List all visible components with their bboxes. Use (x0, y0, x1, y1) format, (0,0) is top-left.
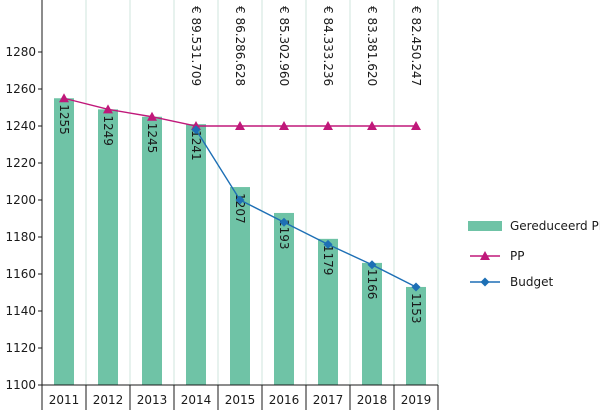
bar-value-label: 1179 (321, 245, 335, 276)
y-tick-label: 1260 (5, 82, 36, 96)
bar-2013 (142, 116, 162, 385)
x-tick-label: 2012 (93, 393, 124, 407)
y-tick-label: 1240 (5, 119, 36, 133)
budget-amount-label: € 82.450.247 (409, 6, 423, 86)
marker-pp-2013 (147, 111, 157, 121)
bar-value-label: 1193 (277, 219, 291, 250)
bar-2016 (274, 212, 294, 385)
legend-marker-pp (480, 251, 490, 260)
marker-pp-2011 (59, 93, 69, 103)
lines-layer (59, 93, 421, 292)
axis-layer: 1100 1120 1140 1160 1180 1200 1220 1240 1260 1280… (5, 0, 439, 410)
marker-budget-2017 (323, 239, 333, 249)
budget-labels-layer: € 89.531.709 € 86.286.628 € 85.302.960 € 84… (189, 6, 423, 86)
legend-label: Budget (510, 275, 553, 289)
bar-2011 (54, 98, 74, 385)
bar-2019 (406, 286, 426, 385)
legend-layer: Gereduceerd PP PP Budget (468, 219, 600, 289)
bar-2017 (318, 238, 338, 385)
marker-pp-2012 (103, 104, 113, 114)
bar-value-label: 1241 (189, 130, 203, 161)
budget-amount-label: € 86.286.628 (233, 6, 247, 86)
legend-marker-budget (480, 277, 490, 287)
y-tick-label: 1140 (5, 304, 36, 318)
y-tick-label: 1280 (5, 45, 36, 59)
bar-value-label: 1153 (409, 293, 423, 324)
marker-pp-2016 (279, 121, 289, 130)
bar-2012 (98, 109, 118, 385)
x-tick-label: 2013 (137, 393, 168, 407)
x-tick-label: 2018 (357, 393, 388, 407)
grid-layer (41, 0, 439, 385)
budget-amount-label: € 85.302.960 (277, 6, 291, 86)
x-tick-label: 2015 (225, 393, 256, 407)
x-tick-label: 2011 (49, 393, 80, 407)
bar-2018 (362, 262, 382, 385)
y-tick-label: 1220 (5, 156, 36, 170)
y-tick-label: 1100 (5, 378, 36, 392)
marker-budget-2015 (235, 195, 245, 205)
y-tick-label: 1200 (5, 193, 36, 207)
legend-label: PP (510, 249, 524, 263)
bar-2015 (230, 187, 250, 385)
y-tick-label: 1120 (5, 341, 36, 355)
x-tick-label: 2019 (401, 393, 432, 407)
legend-label: Gereduceerd PP (510, 219, 600, 233)
y-tick-label: 1180 (5, 230, 36, 244)
budget-amount-label: € 84.333.236 (321, 6, 335, 86)
line-budget (195, 129, 417, 288)
marker-pp-2015 (235, 121, 245, 130)
x-tick-label: 2016 (269, 393, 300, 407)
bar-2014 (186, 124, 206, 386)
x-tick-label: 2017 (313, 393, 344, 407)
bars-layer (54, 98, 426, 386)
y-tick-label: 1160 (5, 267, 36, 281)
budget-amount-label: € 89.531.709 (189, 6, 203, 86)
bar-value-label: 1255 (57, 104, 71, 135)
legend-swatch-gereduceerd-pp (468, 221, 502, 231)
bar-value-label: 1249 (101, 115, 115, 146)
budget-amount-label: € 83.381.620 (365, 6, 379, 86)
marker-pp-2017 (323, 121, 333, 130)
bar-value-label: 1166 (365, 269, 379, 300)
x-tick-label: 2014 (181, 393, 212, 407)
marker-budget-2019 (411, 282, 421, 292)
marker-pp-2019 (411, 121, 421, 130)
bar-value-label: 1245 (145, 123, 159, 154)
marker-budget-2014 (191, 125, 201, 135)
marker-budget-2018 (367, 260, 377, 270)
marker-budget-2016 (279, 217, 289, 227)
marker-pp-2018 (367, 121, 377, 130)
